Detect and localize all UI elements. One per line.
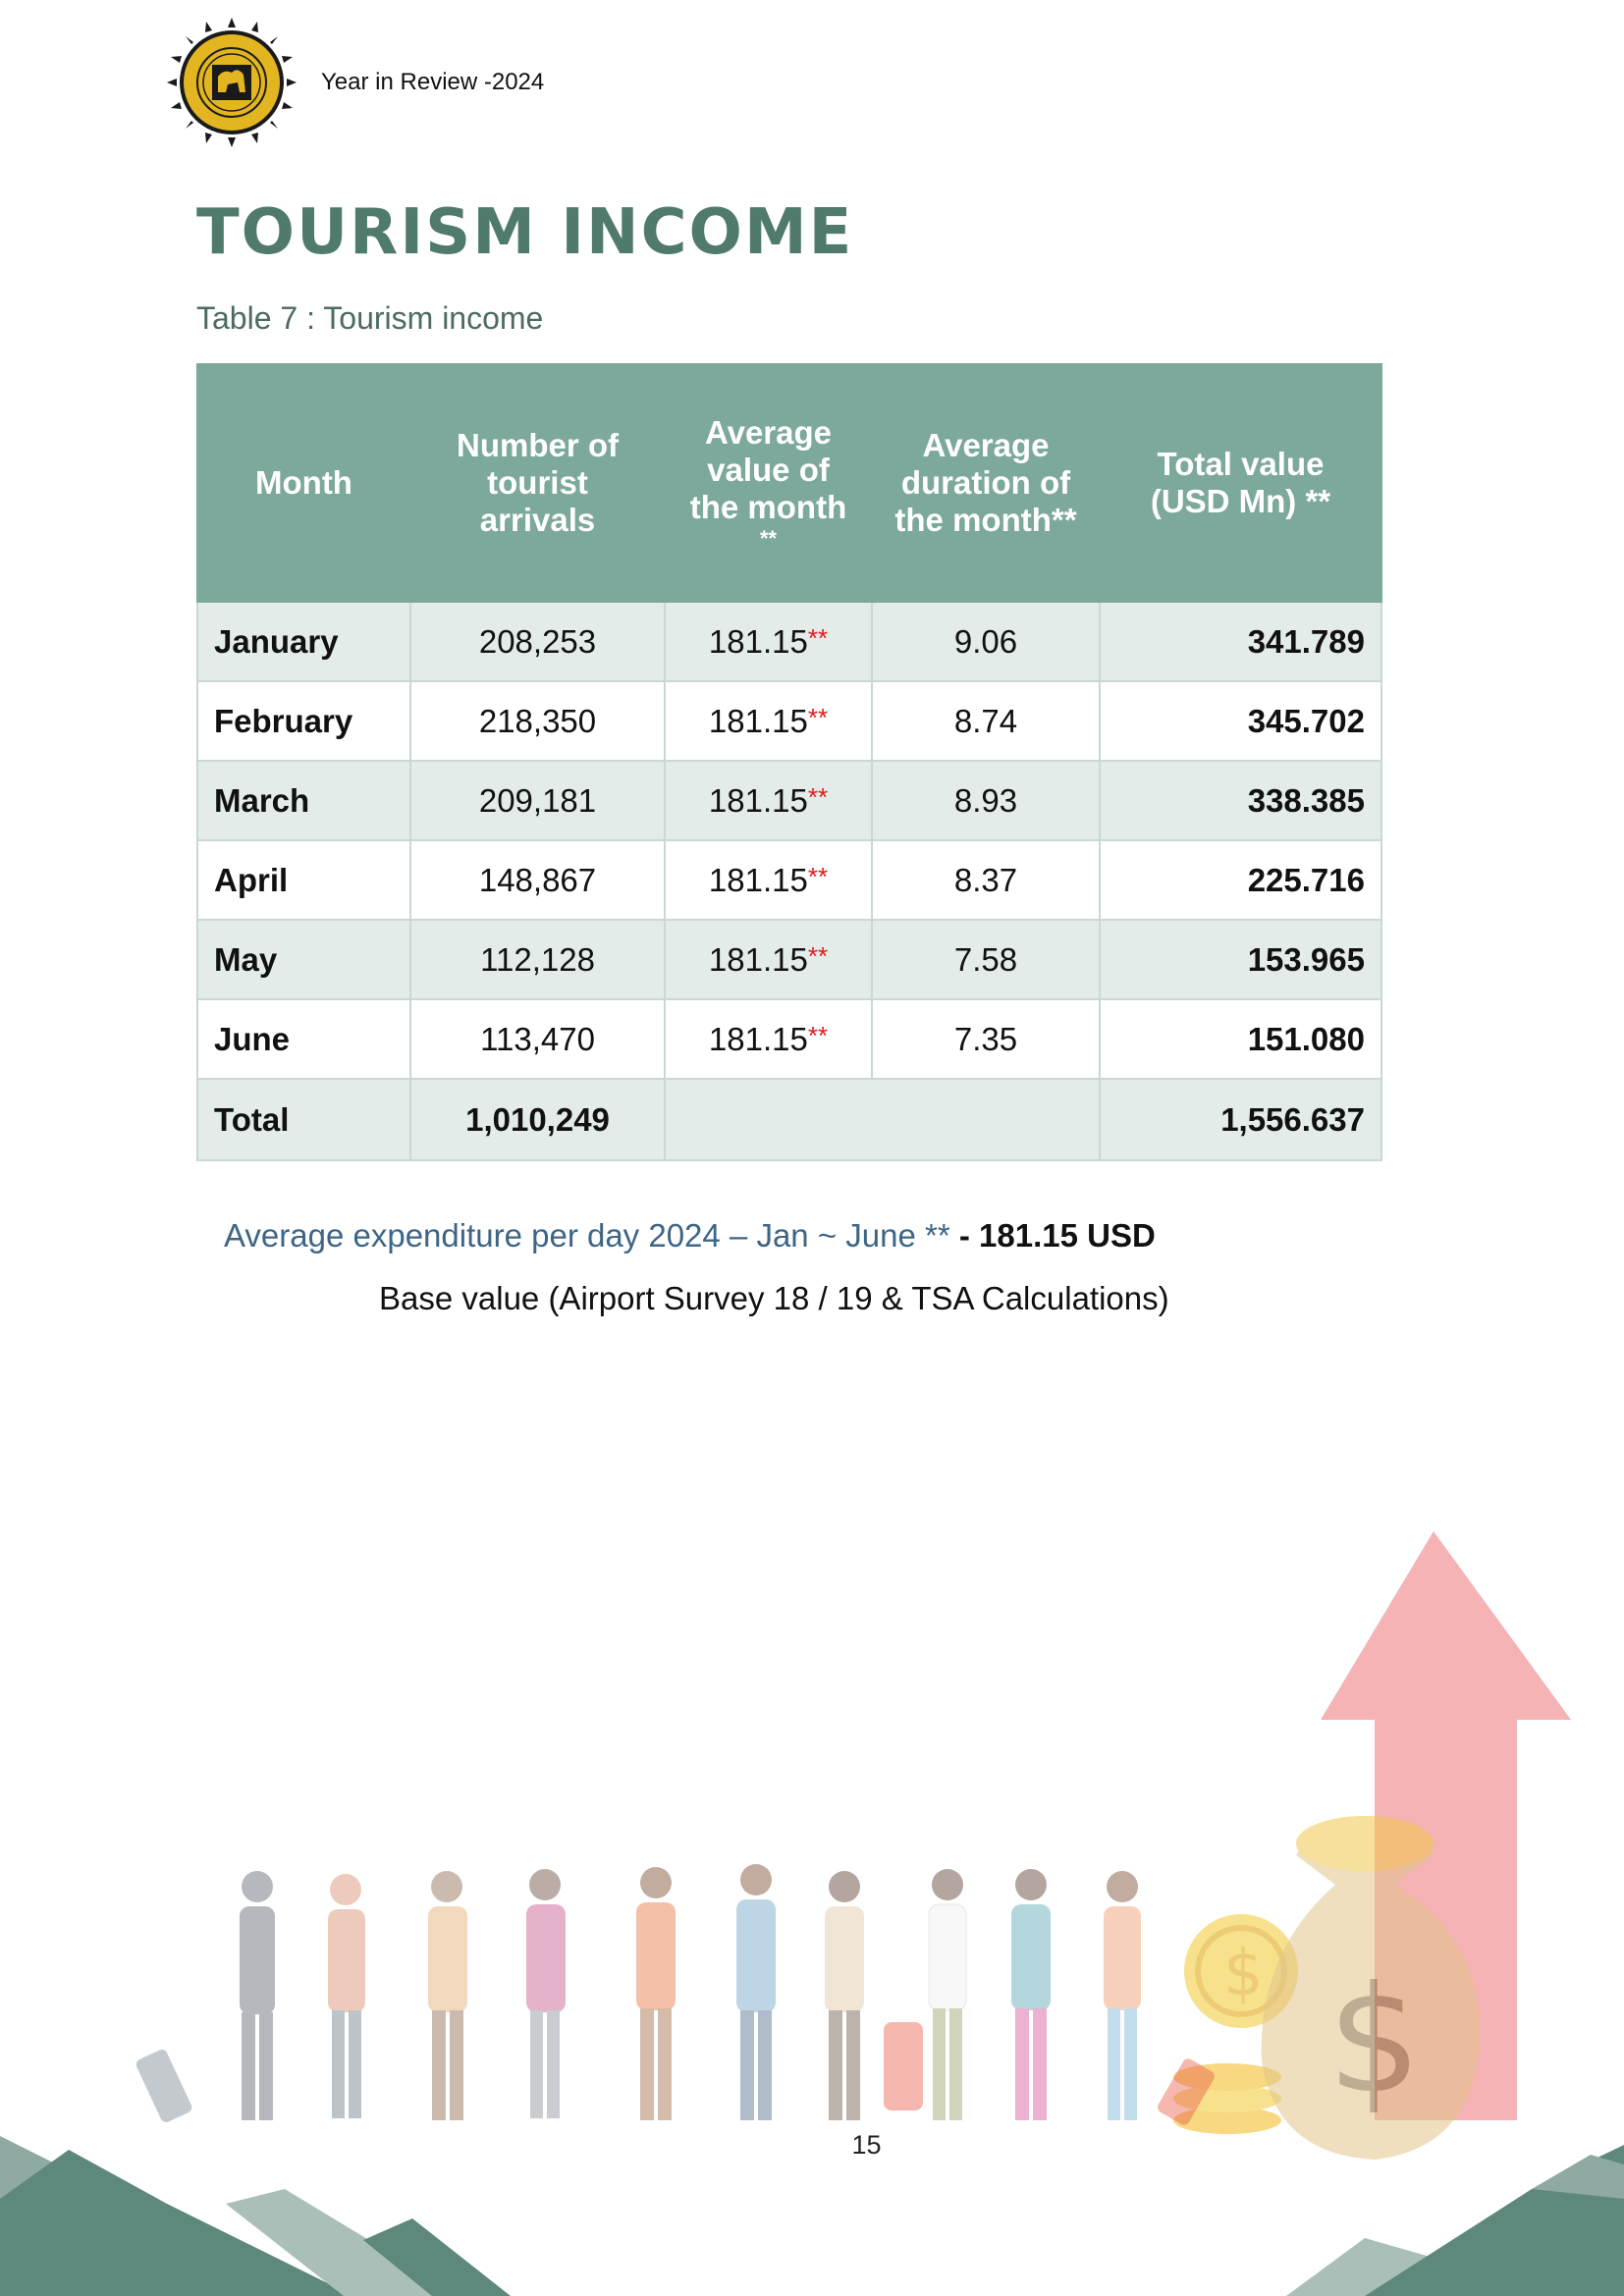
- table-row: May 112,128 181.15** 7.58 153.965: [196, 919, 1382, 1000]
- cell-total-value: 151.080: [1099, 998, 1382, 1080]
- average-value-text: 181.15: [708, 702, 808, 739]
- average-value-text: 181.15: [708, 781, 808, 819]
- cell-average-value: 181.15**: [664, 919, 873, 1000]
- table-row: March 209,181 181.15** 8.93 338.385: [196, 760, 1382, 841]
- header-average-duration: Average duration of the month**: [871, 363, 1101, 603]
- table-header-row: Month Number of tourist arrivals Average…: [196, 363, 1382, 603]
- cell-arrivals: 209,181: [409, 760, 666, 841]
- cell-duration: 8.37: [871, 839, 1101, 921]
- cell-arrivals: 113,470: [409, 998, 666, 1080]
- tourism-emblem-logo: [167, 18, 297, 147]
- cell-total-label: Total: [196, 1078, 411, 1161]
- svg-text:$: $: [1223, 1938, 1264, 2010]
- mountain-decoration: [0, 2136, 1624, 2296]
- cell-average-value: 181.15**: [664, 601, 873, 682]
- cell-month: March: [196, 760, 411, 841]
- base-value-note: Base value (Airport Survey 18 / 19 & TSA…: [379, 1280, 1169, 1316]
- cell-total-value: 345.702: [1099, 680, 1382, 762]
- average-value-text: 181.15: [708, 861, 808, 898]
- cell-arrivals: 208,253: [409, 601, 666, 682]
- table-row: January 208,253 181.15** 9.06 341.789: [196, 601, 1382, 682]
- average-expenditure-text: Average expenditure per day 2024 – Jan ~…: [224, 1217, 959, 1254]
- cell-total-value: 225.716: [1099, 839, 1382, 921]
- cell-average-value: 181.15**: [664, 760, 873, 841]
- cell-average-value: 181.15**: [664, 680, 873, 762]
- money-bag-icon: $: [1261, 1816, 1480, 2160]
- cell-month: February: [196, 680, 411, 762]
- svg-text:$: $: [1327, 1955, 1421, 2126]
- table-row: June 113,470 181.15** 7.35 151.080: [196, 998, 1382, 1080]
- cell-duration: 8.93: [871, 760, 1101, 841]
- cell-total-empty: [664, 1078, 1101, 1161]
- header-tourist-arrivals: Number of tourist arrivals: [409, 363, 666, 603]
- header-average-value-note: **: [759, 526, 778, 551]
- estimate-flag: **: [807, 1020, 829, 1050]
- traveler-figures: [135, 1864, 1215, 2125]
- average-value-text: 181.15: [708, 1020, 808, 1057]
- cell-average-value: 181.15**: [664, 998, 873, 1080]
- cell-duration: 8.74: [871, 680, 1101, 762]
- cell-average-value: 181.15**: [664, 839, 873, 921]
- average-value-text: 181.15: [708, 622, 808, 660]
- cell-total-value: 338.385: [1099, 760, 1382, 841]
- estimate-flag: **: [807, 861, 829, 891]
- cell-duration: 9.06: [871, 601, 1101, 682]
- table-total-row: Total 1,010,249 1,556.637: [196, 1078, 1382, 1161]
- travelers-illustration: $ $: [0, 1531, 1624, 2296]
- cell-total-value: 153.965: [1099, 919, 1382, 1000]
- page-number: 15: [851, 2130, 882, 2160]
- cell-total-arrivals: 1,010,249: [409, 1078, 666, 1161]
- tourism-income-table: Month Number of tourist arrivals Average…: [196, 363, 1382, 1161]
- header-average-value: Average value of the month **: [664, 363, 873, 603]
- average-value-text: 181.15: [708, 940, 808, 978]
- estimate-flag: **: [807, 940, 829, 971]
- cell-month: May: [196, 919, 411, 1000]
- cell-duration: 7.58: [871, 919, 1101, 1000]
- cell-arrivals: 218,350: [409, 680, 666, 762]
- header-average-value-label: Average value of the month: [689, 414, 847, 525]
- table-caption: Table 7 : Tourism income: [196, 300, 544, 336]
- table-row: April 148,867 181.15** 8.37 225.716: [196, 839, 1382, 921]
- estimate-flag: **: [807, 781, 829, 812]
- estimate-flag: **: [807, 622, 829, 653]
- cell-arrivals: 148,867: [409, 839, 666, 921]
- header-month: Month: [196, 363, 411, 603]
- cell-month: April: [196, 839, 411, 921]
- average-expenditure-note: Average expenditure per day 2024 – Jan ~…: [224, 1217, 1156, 1255]
- report-header-title: Year in Review -2024: [321, 69, 545, 95]
- estimate-flag: **: [807, 702, 829, 732]
- cell-total-value: 341.789: [1099, 601, 1382, 682]
- cell-month: June: [196, 998, 411, 1080]
- cell-arrivals: 112,128: [409, 919, 666, 1000]
- average-expenditure-value: - 181.15 USD: [958, 1217, 1156, 1254]
- cell-duration: 7.35: [871, 998, 1101, 1080]
- table-row: February 218,350 181.15** 8.74 345.702: [196, 680, 1382, 762]
- cell-total-income: 1,556.637: [1099, 1078, 1382, 1161]
- cell-month: January: [196, 601, 411, 682]
- header-total-value: Total value (USD Mn) **: [1099, 363, 1382, 603]
- page-title: TOURISM INCOME: [196, 196, 854, 269]
